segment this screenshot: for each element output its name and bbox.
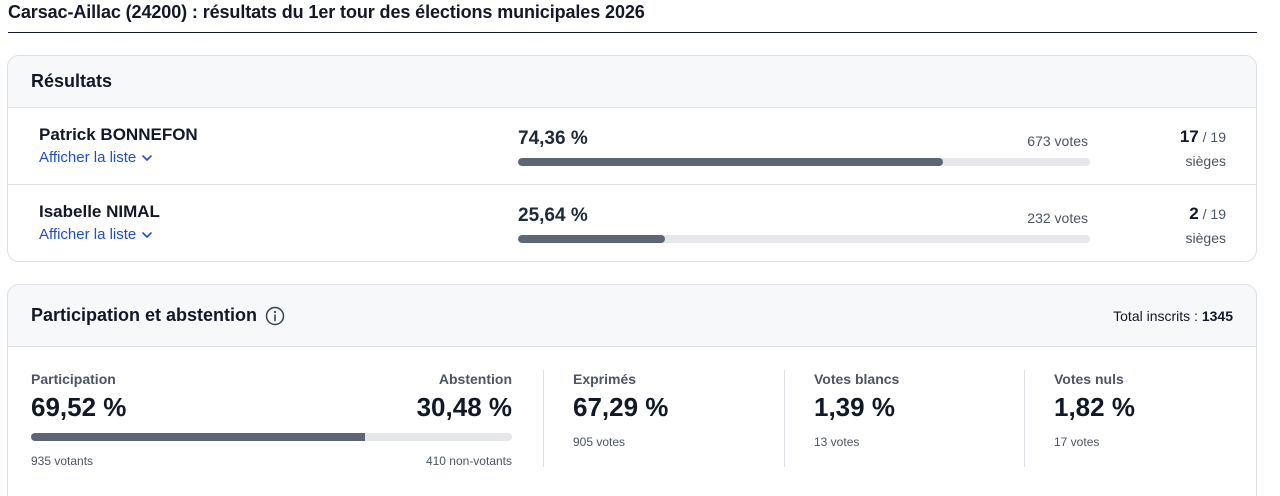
seats-total: / 19 [1202,206,1226,222]
abstention-label: Abstention [438,371,512,387]
candidate-seats: 17 / 19 sièges [1180,127,1226,169]
stat-divider [543,370,544,467]
participation-value: 69,52 % [31,392,127,422]
exprimes-value: 67,29 % [573,392,669,422]
results-heading: Résultats [31,71,113,91]
participation-heading: Participation et abstention [31,305,258,325]
candidate-percent: 25,64 % [518,205,588,226]
info-icon[interactable] [265,306,285,326]
nuls-sub: 17 votes [1054,435,1100,449]
exprimes-sub: 905 votes [573,435,626,449]
chevron-down-icon [142,231,153,238]
stat-divider [1024,370,1025,467]
blancs-sub: 13 votes [814,435,860,449]
blancs-label: Votes blancs [814,371,900,387]
candidate-votes: 673 votes [1027,133,1088,149]
blancs-block: Votes blancs 1,39 % 13 votes [814,347,1014,492]
participation-block: Participation Abstention 69,52 % 30,48 %… [8,347,528,492]
participation-card: Participation et abstention Total inscri… [7,284,1257,496]
exprimes-block: Exprimés 67,29 % 905 votes [573,347,773,492]
blancs-value: 1,39 % [814,392,895,422]
candidate-row: Isabelle NIMAL Afficher la liste 25,64 %… [8,185,1256,261]
participation-label: Participation [31,371,116,387]
abstention-value: 30,48 % [416,392,512,422]
results-header: Résultats [8,56,1256,108]
candidate-bar-track [518,158,1090,166]
candidate-bar-fill [518,158,944,166]
candidate-row: Patrick BONNEFON Afficher la liste 74,36… [8,108,1256,185]
show-list-link[interactable]: Afficher la liste [39,149,153,166]
seats-label: sièges [1185,230,1226,246]
seats-count: 17 [1179,127,1199,146]
nuls-label: Votes nuls [1054,371,1124,387]
total-label: Total inscrits : [1113,307,1198,324]
results-card: Résultats Patrick BONNEFON Afficher la l… [7,55,1257,262]
stats-row: Participation Abstention 69,52 % 30,48 %… [8,347,1256,492]
show-list-label: Afficher la liste [39,226,137,243]
participation-bar-track [31,433,512,441]
nuls-block: Votes nuls 1,82 % 17 votes [1054,347,1254,492]
exprimes-label: Exprimés [573,371,637,387]
nuls-value: 1,82 % [1054,392,1135,422]
show-list-link[interactable]: Afficher la liste [39,226,153,243]
candidate-name: Isabelle NIMAL [39,202,160,221]
candidate-bar-fill [518,235,665,243]
candidate-bar-track [518,235,1090,243]
stat-divider [784,370,785,467]
seats-total: / 19 [1202,129,1226,145]
show-list-label: Afficher la liste [39,149,137,166]
abstention-sub: 410 non-votants [425,454,512,468]
total-value: 1345 [1201,307,1233,324]
page-title: Carsac-Aillac (24200) : résultats du 1er… [8,2,645,22]
candidate-percent: 74,36 % [518,128,588,149]
seats-count: 2 [1189,204,1199,223]
candidate-seats: 2 / 19 sièges [1186,204,1226,246]
title-divider [8,32,1257,33]
candidate-votes: 232 votes [1027,210,1088,226]
candidate-name: Patrick BONNEFON [39,125,198,144]
seats-label: sièges [1185,153,1226,169]
total-registered: Total inscrits : 1345 [1113,308,1233,324]
participation-bar-fill [31,433,366,441]
participation-header: Participation et abstention Total inscri… [8,285,1256,347]
chevron-down-icon [142,154,153,161]
participation-sub: 935 votants [31,454,94,468]
